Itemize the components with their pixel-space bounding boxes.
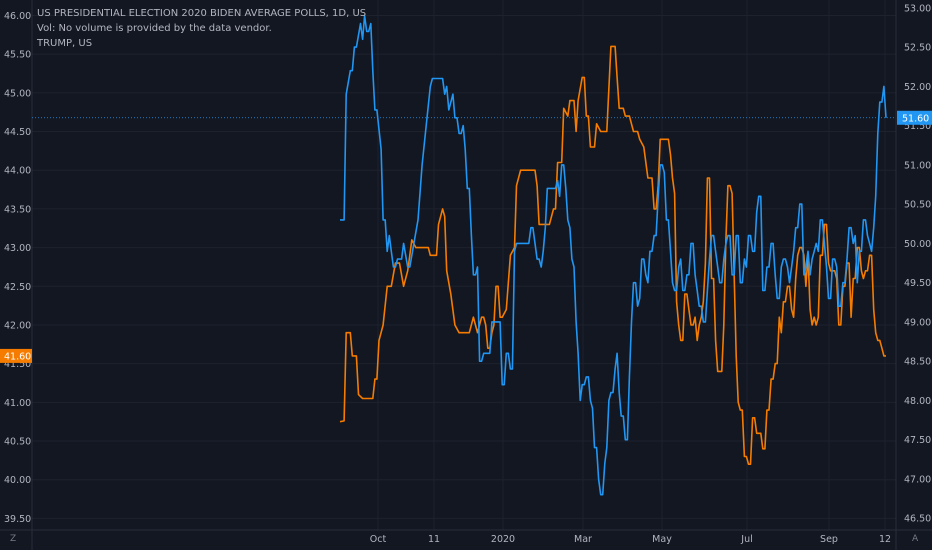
left-axis-tick-label: 46.00 (4, 11, 31, 22)
right-axis-tick-label: 52.00 (904, 82, 931, 93)
right-axis-tick-label: 48.50 (904, 357, 931, 368)
left-axis-tick-label: 45.00 (4, 88, 31, 99)
series-layer (339, 14, 887, 496)
right-axis-tick-label: 52.50 (904, 43, 931, 54)
right-axis-tick-label: 47.50 (904, 435, 931, 446)
right-axis-tick-label: 51.00 (904, 160, 931, 171)
x-axis-tick-label: Jul (740, 534, 752, 545)
x-axis-tick-label: 11 (428, 534, 440, 545)
x-axis-tick-label: May (652, 534, 672, 545)
left-axis-tick-label: 42.00 (4, 320, 31, 331)
x-axis-tick-label: 2020 (491, 534, 515, 545)
right-last-value-label: 51.60 (902, 113, 929, 124)
left-axis-tick-label: 41.50 (4, 359, 31, 370)
left-axis-tick-label: 40.50 (4, 437, 31, 448)
x-axis-tick-label: Mar (574, 534, 592, 545)
left-axis-tick-label: 43.50 (4, 204, 31, 215)
auto-scale-button[interactable]: A (912, 534, 919, 544)
left-axis-tick-label: 44.00 (4, 166, 31, 177)
x-axis-tick-label: Oct (370, 534, 387, 545)
left-last-value-label: 41.60 (4, 351, 31, 362)
left-axis-tick-label: 41.00 (4, 398, 31, 409)
left-axis-tick-label: 44.50 (4, 127, 31, 138)
right-axis-tick-label: 53.00 (904, 3, 931, 14)
left-last-value-badge (0, 348, 32, 363)
left-axis-tick-label: 43.00 (4, 243, 31, 254)
right-axis-tick-label: 48.00 (904, 396, 931, 407)
series-line-biden (340, 14, 887, 496)
right-axis-tick-label: 50.00 (904, 239, 931, 250)
right-axis-tick-label: 50.50 (904, 200, 931, 211)
grid (32, 0, 896, 530)
x-axis-tick-label: Sep (820, 534, 838, 545)
series-line-trump (339, 45, 886, 465)
right-axis-tick-label: 51.50 (904, 121, 931, 132)
right-axis-tick-label: 49.50 (904, 278, 931, 289)
right-last-value-badge (897, 110, 932, 125)
right-axis-tick-label: 47.00 (904, 474, 931, 485)
left-axis-tick-label: 39.50 (4, 514, 31, 525)
scale-mode-button[interactable]: Z (10, 534, 17, 544)
right-axis-tick-label: 49.00 (904, 317, 931, 328)
left-axis-tick-label: 45.50 (4, 50, 31, 61)
x-axis-tick-label: 12 (879, 534, 891, 545)
left-axis-tick-label: 42.50 (4, 282, 31, 293)
left-axis-tick-label: 40.00 (4, 475, 31, 486)
right-axis-tick-label: 46.50 (904, 514, 931, 525)
